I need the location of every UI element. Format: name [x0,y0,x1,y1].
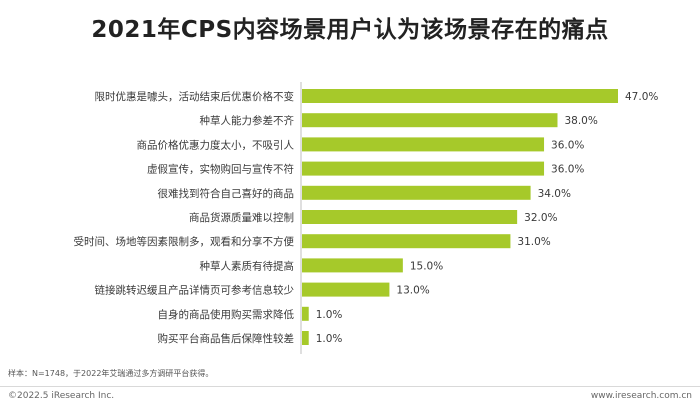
category-label-9: 自身的商品使用购买需求降低 [158,308,295,321]
category-label-0: 限时优惠是噱头，活动结束后优惠价格不变 [95,90,295,103]
bar-7 [302,258,403,273]
value-label-2: 36.0% [551,139,584,151]
website-link[interactable]: www.iresearch.com.cn [590,391,692,401]
value-label-0: 47.0% [625,91,658,103]
bars-group [302,89,618,345]
category-label-10: 购买平台商品售后保障性较差 [158,332,295,345]
bar-4 [302,185,531,200]
category-label-5: 商品货源质量难以控制 [189,211,294,224]
bar-5 [302,210,518,224]
category-label-6: 受时间、场地等因素限制多，观看和分享不方便 [74,235,295,248]
value-label-1: 38.0% [564,115,597,127]
value-label-4: 34.0% [538,188,571,200]
bar-8 [302,282,390,297]
bar-9 [302,306,309,321]
bar-3 [302,161,545,176]
category-labels-group: 限时优惠是噱头，活动结束后优惠价格不变种草人能力参差不齐商品价格优惠力度太小，不… [74,90,295,345]
copyright-text: ©2022.5 iResearch Inc. [8,391,115,401]
category-label-8: 链接跳转迟缓且产品详情页可参考信息较少 [95,284,295,297]
sample-note: 样本：N=1748，于2022年艾瑞通过多方调研平台获得。 [8,369,214,378]
value-label-6: 31.0% [517,236,550,248]
category-label-3: 虚假宣传，实物购回与宣传不符 [147,163,294,176]
category-label-4: 很难找到符合自己喜好的商品 [158,187,295,200]
chart-title: 2021年CPS内容场景用户认为该场景存在的痛点 [91,17,609,43]
bar-10 [302,331,309,345]
category-label-7: 种草人素质有待提高 [200,259,295,272]
value-label-9: 1.0% [316,309,343,321]
category-label-1: 种草人能力参差不齐 [200,114,295,127]
value-label-10: 1.0% [316,333,343,345]
value-label-8: 13.0% [396,285,429,297]
value-label-3: 36.0% [551,164,584,176]
bar-2 [302,137,545,152]
bar-0 [302,89,618,103]
category-label-2: 商品价格优惠力度太小，不吸引人 [137,138,295,151]
value-labels-group: 47.0% 38.0% 36.0% 36.0% 34.0% 32.0% 31.0% 15.0%… [316,91,659,345]
footer-divider [0,386,700,387]
value-label-5: 32.0% [524,212,557,224]
value-label-7: 15.0% [410,260,443,272]
bar-6 [302,234,511,249]
bar-1 [302,113,558,128]
